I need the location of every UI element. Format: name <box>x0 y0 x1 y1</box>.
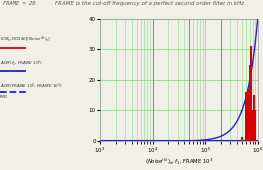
Bar <box>252 110 254 141</box>
Bar <box>253 95 255 141</box>
Text: IMO: IMO <box>0 95 8 99</box>
Bar <box>249 65 250 141</box>
Bar <box>247 89 249 141</box>
Bar <box>250 46 252 141</box>
X-axis label: $(Noise^{(k)})_n$, $f_1$, FRAME $10^3$: $(Noise^{(k)})_n$, $f_1$, FRAME $10^3$ <box>145 157 213 167</box>
Text: FRAME = 20: FRAME = 20 <box>3 1 35 6</box>
Bar <box>245 92 247 141</box>
Text: $ICM_n$-DO180$[(Noise^{(k)})_n]$: $ICM_n$-DO180$[(Noise^{(k)})_n]$ <box>0 34 51 44</box>
Bar <box>241 137 243 141</box>
Text: FRAME is the cut-off frequency of a perfect second order filter in kHz: FRAME is the cut-off frequency of a perf… <box>55 1 244 6</box>
Bar <box>255 110 256 141</box>
Text: $ACM$(FRAME $10^3$, FRAME $10^3)$: $ACM$(FRAME $10^3$, FRAME $10^3)$ <box>0 82 63 91</box>
Text: $ACM(f_1$, FRAME $10^3)$: $ACM(f_1$, FRAME $10^3)$ <box>0 58 43 68</box>
